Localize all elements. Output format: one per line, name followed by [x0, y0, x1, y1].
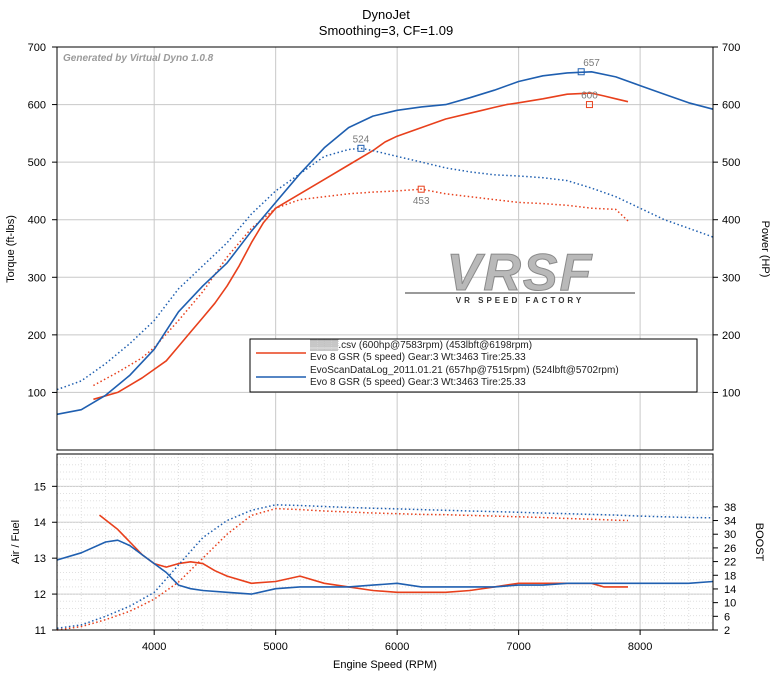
bottom-plot-series	[56, 504, 714, 631]
series-red-torque	[93, 188, 629, 387]
afr-tick-14: 14	[34, 517, 46, 529]
boost-tick-38: 38	[724, 502, 736, 514]
power-tick-700: 700	[722, 42, 740, 54]
boost-axis-label: BOOST	[753, 523, 765, 562]
boost-tick-30: 30	[724, 529, 736, 541]
logo-underline	[405, 292, 635, 294]
series-blue-power	[56, 71, 714, 416]
boost-tick-2: 2	[724, 625, 730, 637]
legend: ▒▒▒▒.csv (600hp@7583rpm) (453lbft@6198rp…	[249, 338, 698, 393]
torque-axis-label: Torque (ft-lbs)	[5, 215, 17, 283]
power-tick-300: 300	[722, 272, 740, 284]
power-tick-200: 200	[722, 330, 740, 342]
torque-tick-200: 200	[28, 330, 46, 342]
afr-tick-13: 13	[34, 553, 46, 565]
chart-subtitle: Smoothing=3, CF=1.09	[319, 23, 453, 38]
rpm-tick-5000: 5000	[263, 641, 287, 653]
boost-tick-10: 10	[724, 598, 736, 610]
legend-entry-blue-line2: Evo 8 GSR (5 speed) Gear:3 Wt:3463 Tire:…	[310, 377, 526, 388]
torque-tick-100: 100	[28, 387, 46, 399]
peak-markers: 657 600 524 453	[353, 58, 601, 207]
top-plot-ticks: 100 100 200 200 300 300 400 400 500 500 600 600 700 7…	[28, 42, 741, 399]
series-red-afr	[99, 514, 628, 594]
rpm-tick-7000: 7000	[506, 641, 530, 653]
peak-label-657: 657	[583, 58, 600, 69]
boost-tick-22: 22	[724, 557, 736, 569]
torque-tick-300: 300	[28, 272, 46, 284]
boost-tick-6: 6	[724, 611, 730, 623]
logo-subtext: VR SPEED FACTORY	[456, 296, 584, 305]
engine-speed-axis-label: Engine Speed (RPM)	[333, 659, 437, 671]
power-tick-500: 500	[722, 157, 740, 169]
peak-label-453: 453	[413, 196, 430, 207]
boost-tick-14: 14	[724, 584, 736, 596]
rpm-tick-8000: 8000	[628, 641, 652, 653]
rpm-tick-4000: 4000	[142, 641, 166, 653]
peak-marker-453	[417, 185, 425, 193]
power-tick-100: 100	[722, 387, 740, 399]
generated-by-watermark: Generated by Virtual Dyno 1.0.8	[63, 53, 214, 64]
series-red-power	[93, 92, 629, 401]
boost-tick-34: 34	[724, 516, 736, 528]
series-blue-boost	[56, 504, 714, 630]
legend-entry-blue-line1: EvoScanDataLog_2011.01.21 (657hp@7515rpm…	[310, 365, 619, 376]
peak-marker-657	[577, 68, 585, 76]
legend-entry-red-line2: Evo 8 GSR (5 speed) Gear:3 Wt:3463 Tire:…	[310, 352, 526, 363]
peak-marker-524	[357, 144, 365, 152]
torque-tick-400: 400	[28, 215, 46, 227]
peak-label-600: 600	[581, 91, 598, 102]
bottom-plot-frame	[56, 453, 714, 631]
afr-tick-11: 11	[35, 625, 46, 637]
power-axis-label: Power (HP)	[759, 221, 771, 278]
boost-tick-26: 26	[724, 543, 736, 555]
chart-title: DynoJet	[362, 7, 410, 22]
series-blue-afr	[56, 539, 714, 595]
bottom-plot-grid	[56, 454, 714, 631]
air-fuel-axis-label: Air / Fuel	[10, 520, 22, 564]
afr-tick-12: 12	[34, 589, 46, 601]
vrsf-logo: VRSF VR SPEED FACTORY	[405, 244, 635, 305]
torque-tick-600: 600	[28, 100, 46, 112]
boost-tick-18: 18	[724, 570, 736, 582]
legend-entry-red-line1: ▒▒▒▒.csv (600hp@7583rpm) (453lbft@6198rp…	[310, 339, 532, 351]
torque-tick-700: 700	[28, 42, 46, 54]
top-plot-series	[56, 71, 714, 416]
power-tick-400: 400	[722, 215, 740, 227]
legend-box	[249, 338, 698, 393]
afr-tick-15: 15	[34, 481, 46, 493]
rpm-tick-6000: 6000	[385, 641, 409, 653]
torque-tick-500: 500	[28, 157, 46, 169]
top-plot-frame	[56, 46, 714, 451]
peak-label-524: 524	[353, 134, 370, 145]
power-tick-600: 600	[722, 100, 740, 112]
series-red-boost	[56, 507, 629, 631]
peak-marker-600	[585, 101, 593, 109]
series-blue-torque	[56, 147, 714, 391]
